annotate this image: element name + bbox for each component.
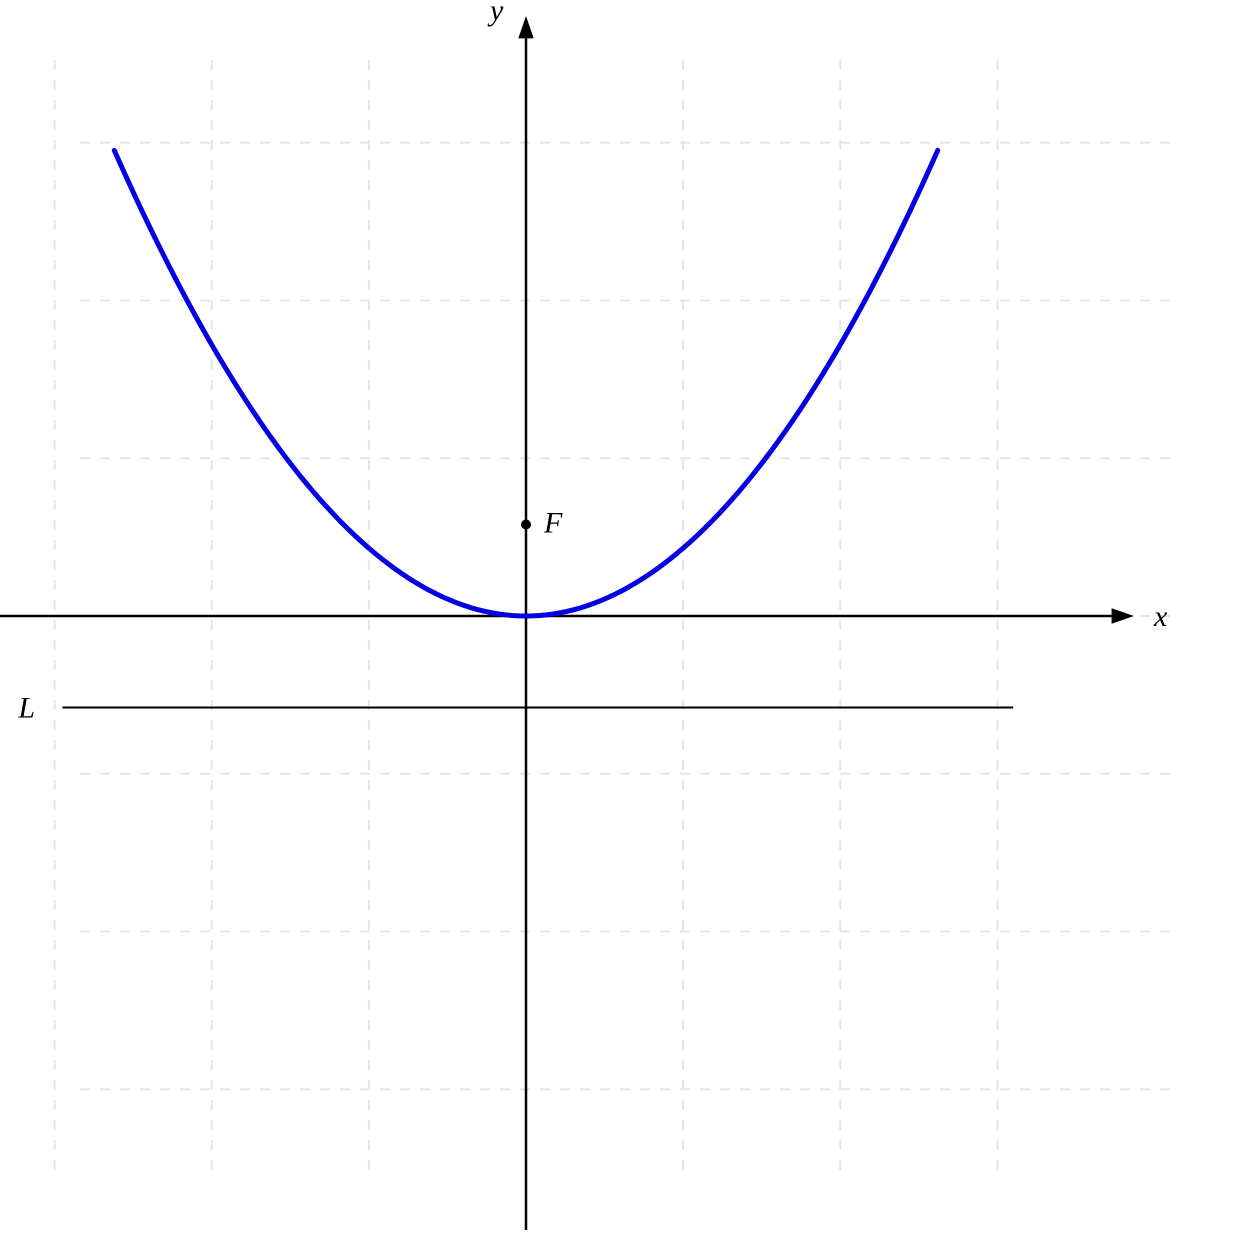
x-axis-label: x [1153, 600, 1168, 633]
focus-label: F [543, 507, 563, 540]
directrix-label: L [17, 691, 35, 724]
parabola-chart: x y L F [0, 0, 1236, 1238]
y-axis-label: y [487, 0, 504, 27]
focus-point [521, 520, 531, 530]
plot-background [0, 0, 1236, 1238]
